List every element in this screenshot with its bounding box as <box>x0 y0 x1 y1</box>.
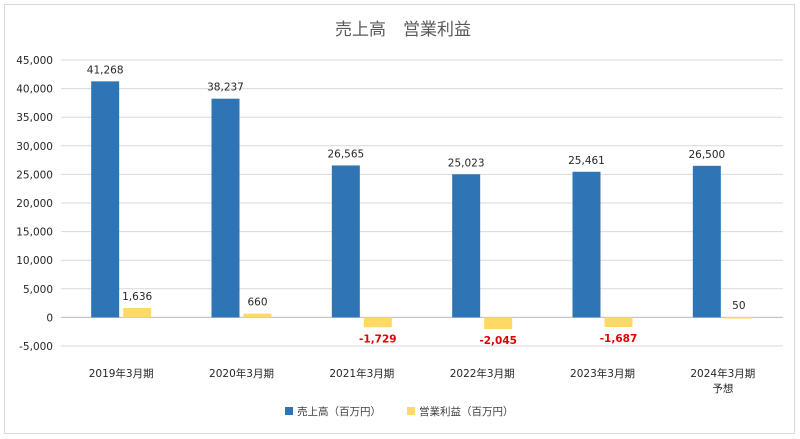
y-tick-label: 40,000 <box>16 84 53 96</box>
x-category-label: 2023年3月期 <box>570 367 635 380</box>
x-category-label: 2020年3月期 <box>209 367 274 380</box>
y-tick-label: 35,000 <box>16 112 53 124</box>
bar-chart: 売上高 営業利益 45,000 40,000 35,000 30,000 25,000 2… <box>16 20 783 418</box>
x-category-label: 予想 <box>712 382 733 395</box>
bar-operating-profit <box>363 317 392 328</box>
bar-sales <box>572 171 601 318</box>
bar-sales <box>211 98 240 318</box>
x-category-label: 2019年3月期 <box>89 367 154 380</box>
y-tick-label: 5,000 <box>23 284 53 296</box>
bar-sales <box>692 165 721 318</box>
chart-title: 売上高 営業利益 <box>335 20 471 40</box>
bar-operating-profit <box>484 317 513 330</box>
y-tick-label: 0 <box>46 312 53 324</box>
bar-operating-profit <box>123 308 152 318</box>
data-label-operating-profit: -1,729 <box>359 333 397 345</box>
legend-swatch-sales <box>285 407 293 415</box>
chart-frame: 売上高 営業利益 45,000 40,000 35,000 30,000 25,000 2… <box>4 4 795 434</box>
data-label-operating-profit: -1,687 <box>600 333 638 345</box>
y-tick-label: 20,000 <box>16 198 53 210</box>
y-tick-label: 10,000 <box>16 255 53 267</box>
bar-operating-profit <box>604 317 633 328</box>
bar-sales <box>331 165 360 318</box>
data-label-sales: 26,565 <box>327 148 364 160</box>
data-labels: 41,268 1,636 38,237 660 26,565 -1,729 25,023 -2… <box>87 64 746 347</box>
y-tick-label: 25,000 <box>16 169 53 181</box>
y-tick-label: 45,000 <box>16 55 53 67</box>
legend-label-sales: 売上高（百万円） <box>297 405 381 418</box>
bar-operating-profit <box>724 317 753 319</box>
legend: 売上高（百万円） 営業利益（百万円） <box>285 405 514 418</box>
legend-label-operating-profit: 営業利益（百万円） <box>419 405 514 418</box>
data-label-sales: 26,500 <box>688 149 725 161</box>
x-category-label: 2022年3月期 <box>450 367 515 380</box>
data-label-operating-profit: 660 <box>247 297 267 309</box>
y-tick-label: -5,000 <box>19 341 53 353</box>
data-label-sales: 38,237 <box>207 82 244 94</box>
data-label-sales: 25,023 <box>448 157 485 169</box>
x-category-label: 2021年3月期 <box>329 367 394 380</box>
data-label-sales: 25,461 <box>568 155 605 167</box>
y-tick-label: 15,000 <box>16 227 53 239</box>
legend-swatch-operating-profit <box>407 407 415 415</box>
bars <box>91 81 753 330</box>
y-tick-label: 30,000 <box>16 141 53 153</box>
data-label-operating-profit: 1,636 <box>122 291 152 303</box>
x-category-label: 2024年3月期 <box>690 367 755 380</box>
bar-operating-profit <box>243 313 272 318</box>
bar-sales <box>91 81 120 318</box>
data-label-sales: 41,268 <box>87 64 124 76</box>
y-axis: 45,000 40,000 35,000 30,000 25,000 20,000 15,0… <box>16 55 53 353</box>
data-label-operating-profit: 50 <box>732 300 745 312</box>
data-label-operating-profit: -2,045 <box>479 335 517 347</box>
bar-sales <box>452 174 481 318</box>
gridlines <box>61 59 783 347</box>
x-axis: 2019年3月期 2020年3月期 2021年3月期 2022年3月期 2023年3月期… <box>89 367 756 395</box>
